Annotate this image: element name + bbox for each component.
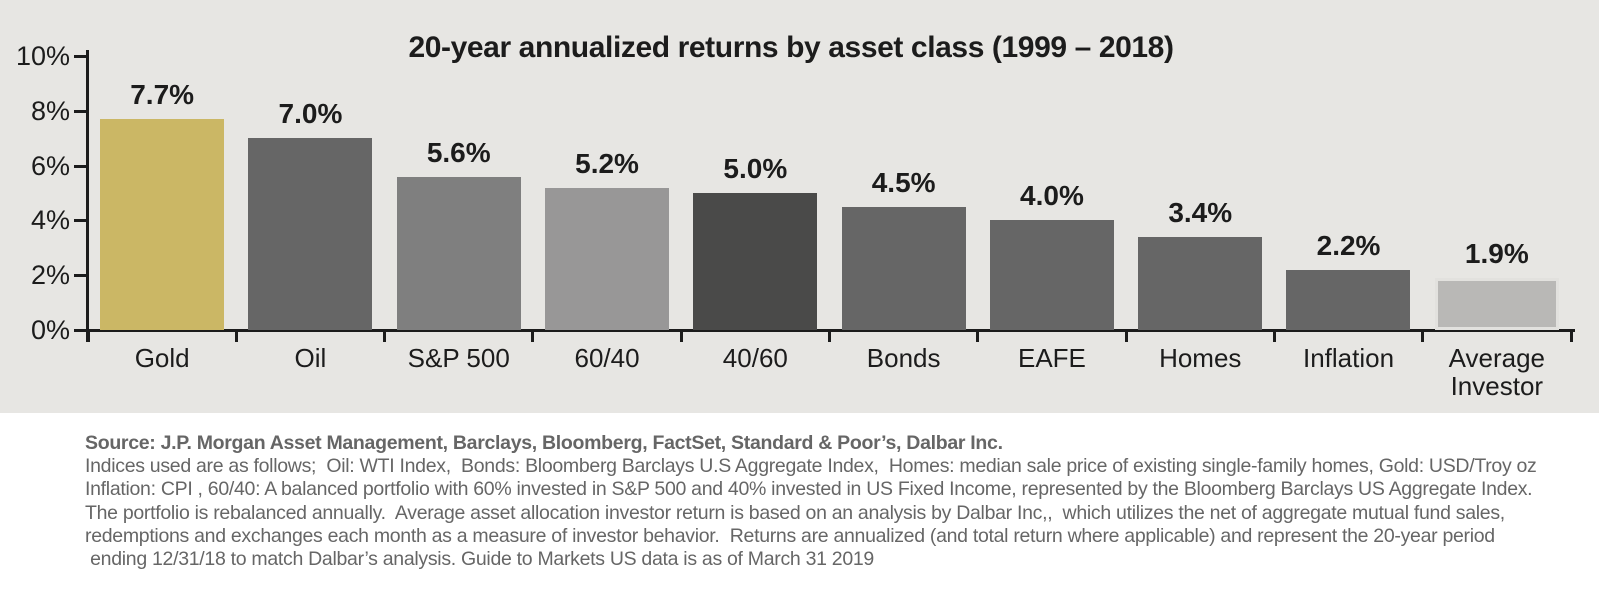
chart-title: 20-year annualized returns by asset clas…	[408, 31, 1174, 64]
bar	[396, 176, 521, 330]
bar-category-label: Oil	[294, 343, 327, 373]
bar-value-label: 5.0%	[723, 153, 788, 184]
x-tick	[234, 330, 238, 342]
x-tick	[679, 330, 683, 342]
x-tick	[1421, 330, 1425, 342]
y-tick	[74, 109, 86, 113]
bar-value-label: 7.7%	[130, 79, 195, 111]
bar-category-label: Homes	[1159, 343, 1242, 373]
bar-value-label: 1.9%	[1464, 237, 1529, 269]
bar-category-label: Bonds	[866, 343, 941, 373]
chart-plot-area: 20-year annualized returns by asset clas…	[0, 0, 1599, 413]
bar-value-label: 5.6%	[426, 136, 491, 168]
bar-value-label: 3.4%	[1168, 196, 1233, 228]
y-tick-label: 2%	[30, 260, 70, 291]
bar	[1434, 277, 1559, 330]
bar-value-label: 4.5%	[871, 166, 936, 198]
y-tick-label: 0%	[30, 315, 70, 345]
x-tick	[1569, 330, 1573, 342]
footnote: Source: J.P. Morgan Asset Management, Ba…	[85, 432, 1575, 571]
x-tick	[1272, 330, 1276, 342]
x-tick	[828, 330, 831, 342]
bar-category-label: Average Investor	[1448, 343, 1546, 401]
x-tick	[1124, 330, 1128, 342]
bar-category-label: S&P 500	[407, 343, 510, 373]
bar	[841, 206, 966, 330]
bar-value-label: 4.0%	[1020, 180, 1084, 212]
bar-value-label: 7.0%	[278, 98, 343, 130]
bar-category-label: 40/60	[722, 343, 788, 373]
bar-category-label: Inflation	[1303, 343, 1395, 373]
footnote-line: ending 12/31/18 to match Dalbar’s analys…	[85, 548, 874, 571]
bar-value-label: 2.2%	[1316, 229, 1381, 261]
bar-category-label: 60/40	[574, 343, 640, 373]
bar	[1286, 269, 1411, 330]
x-tick	[86, 330, 90, 342]
y-tick	[74, 274, 86, 278]
bar-category-label: EAFE	[1017, 343, 1086, 373]
y-axis	[86, 50, 89, 342]
y-tick-label: 10%	[15, 41, 70, 71]
bar-value-label: 5.2%	[575, 147, 639, 179]
y-tick-label: 6%	[30, 150, 70, 181]
y-tick	[74, 164, 86, 168]
bar	[693, 193, 818, 330]
x-tick	[976, 330, 980, 342]
y-tick-label: 8%	[30, 95, 70, 126]
bar	[544, 187, 669, 330]
bar	[1138, 236, 1263, 330]
bar	[100, 119, 224, 330]
footnote-line: Indices used are as follows; Oil: WTI In…	[85, 455, 1537, 478]
bar	[248, 138, 373, 330]
x-tick	[383, 330, 387, 342]
y-tick-label: 4%	[30, 205, 70, 236]
y-tick	[74, 329, 86, 332]
footnote-source-line: Source: J.P. Morgan Asset Management, Ba…	[85, 432, 1003, 454]
footnote-line: redemptions and exchanges each month as …	[85, 524, 1495, 547]
y-tick	[74, 55, 86, 58]
footnote-line: The portfolio is rebalanced annually. Av…	[85, 501, 1505, 524]
y-tick	[74, 219, 86, 223]
bar-category-label: Gold	[134, 343, 190, 373]
bar	[989, 220, 1114, 330]
footnote-line: Inflation: CPI , 60/40: A balanced portf…	[85, 478, 1533, 501]
x-tick	[531, 330, 535, 342]
